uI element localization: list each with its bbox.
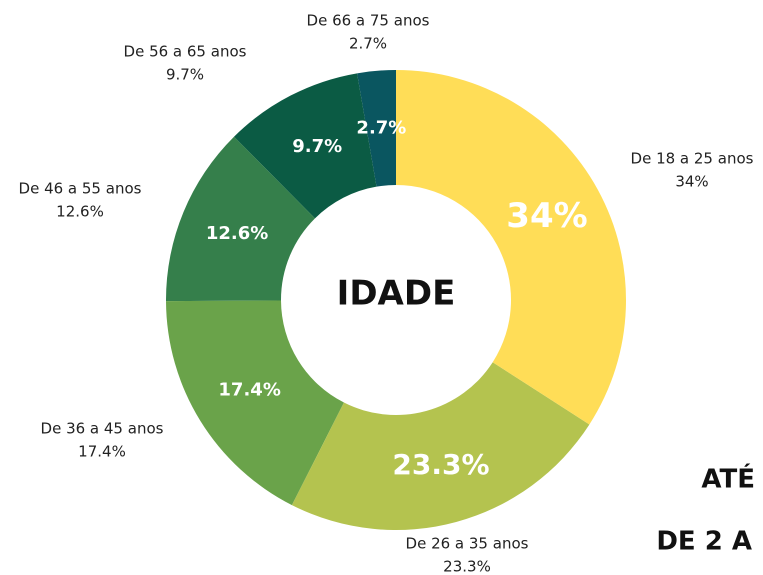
category-label: De 46 a 55 anos <box>19 180 142 198</box>
value-label: 23.3% <box>443 558 491 575</box>
slice <box>357 70 396 187</box>
slice-value-label: 17.4% <box>218 379 280 400</box>
value-label: 34% <box>675 173 708 191</box>
slice <box>396 70 626 425</box>
slice <box>234 73 377 219</box>
slice <box>166 300 344 506</box>
labels: 34% De 18 a 25 anos 34% 23.3% De 26 a 35 ano… <box>19 12 754 575</box>
category-label: De 18 a 25 anos <box>631 150 754 168</box>
slice-value-label: 12.6% <box>206 223 268 244</box>
slice-value-label: 34% <box>506 196 587 236</box>
annotation: DE 2 A <box>656 527 752 557</box>
category-label: De 56 a 65 anos <box>124 43 247 61</box>
slice-value-label: 2.7% <box>356 118 406 139</box>
slice <box>291 362 590 530</box>
category-label: De 26 a 35 anos <box>406 535 529 553</box>
slice <box>166 136 316 302</box>
value-label: 9.7% <box>166 66 204 84</box>
category-label: De 66 a 75 anos <box>307 12 430 30</box>
value-label: 12.6% <box>56 203 104 221</box>
value-label: 2.7% <box>349 35 387 53</box>
annotation: ATÉ <box>701 463 755 495</box>
category-label: De 36 a 45 anos <box>41 420 164 438</box>
center-label: IDADE <box>337 274 456 314</box>
slice-value-label: 9.7% <box>292 136 342 157</box>
slice-value-label: 23.3% <box>392 448 489 481</box>
value-label: 17.4% <box>78 443 126 461</box>
